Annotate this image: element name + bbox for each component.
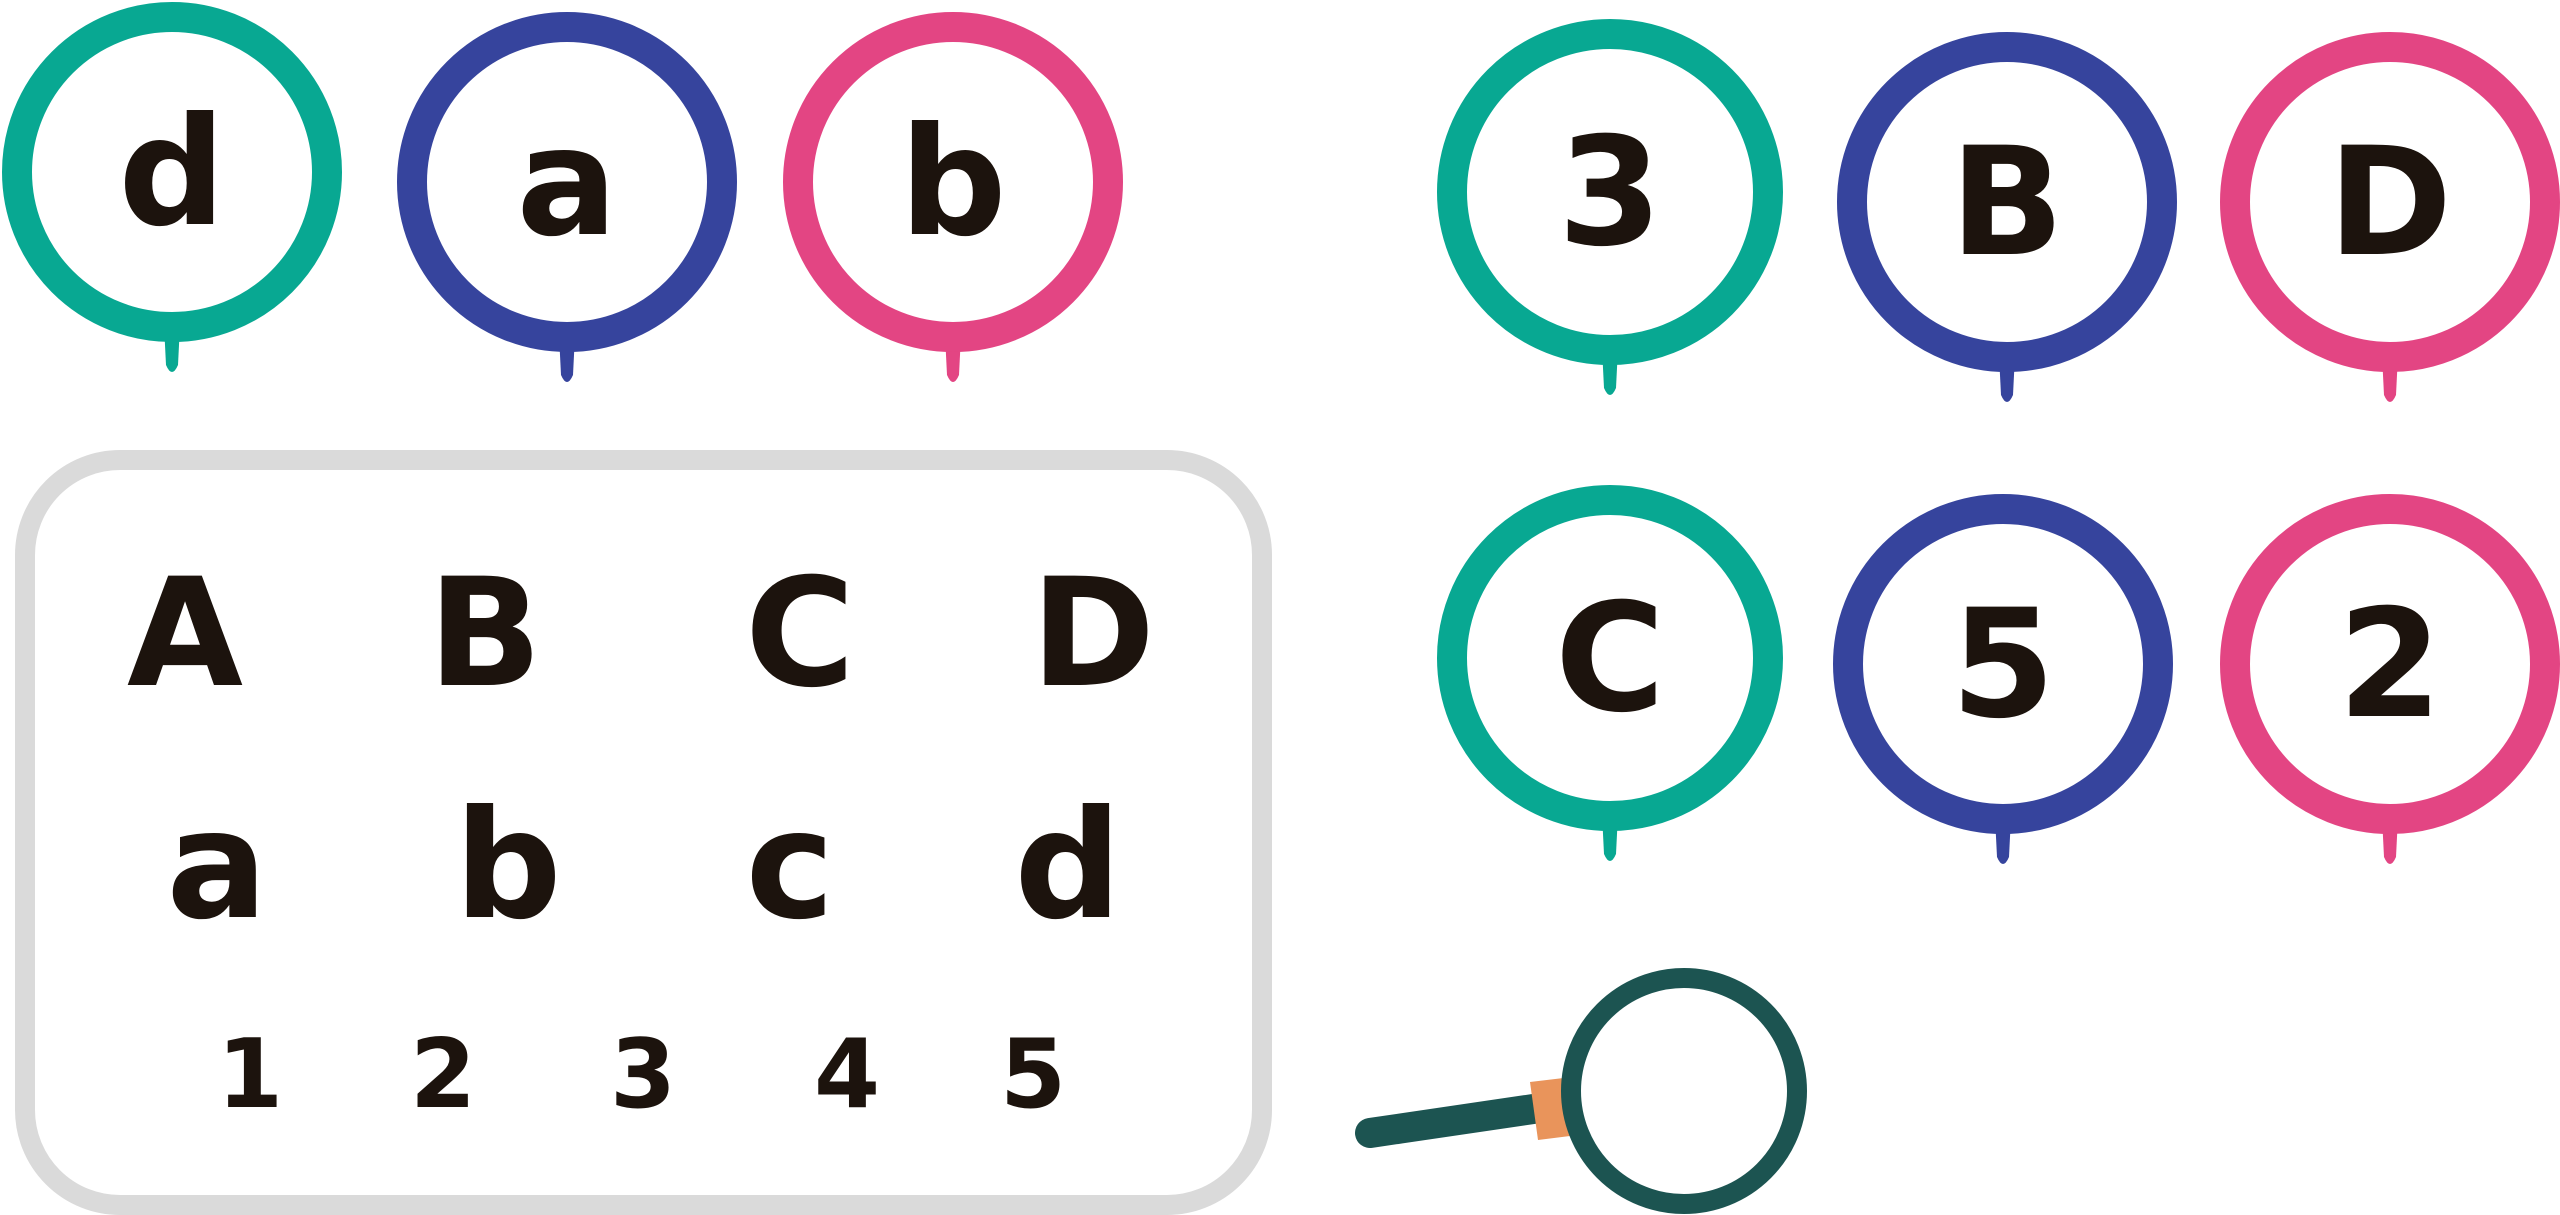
digit: 4 <box>814 1020 880 1130</box>
lens-card[interactable]: 3 <box>1437 19 1783 395</box>
lens-letter: a <box>516 96 617 270</box>
uppercase-letter: D <box>1031 547 1156 721</box>
lens-letter: C <box>1555 572 1665 746</box>
lens-card[interactable]: 2 <box>2220 494 2560 864</box>
lens-letter: 3 <box>1558 106 1662 280</box>
lens-letter: D <box>2328 116 2453 290</box>
magnifying-glass-icon <box>783 12 1123 382</box>
reference-sheet: A B C Da b c d 1 2 3 4 5 <box>127 547 1155 1130</box>
magnifying-glass-cards: d a b 3 B D C 5 2 <box>2 2 2560 864</box>
lens-card[interactable]: B <box>1837 32 2177 402</box>
magnifier-handle <box>1355 1093 1555 1148</box>
lowercase-letter: d <box>1014 779 1121 953</box>
magnifying-glass-icon <box>1437 19 1783 395</box>
reference-sheet-panel <box>15 450 1272 1215</box>
magnifying-glass-icon <box>2 2 342 372</box>
magnifier-lens <box>1561 968 1807 1214</box>
magnifying-glass-icon <box>1837 32 2177 402</box>
lens-card[interactable]: D <box>2220 32 2560 402</box>
lens-card[interactable]: d <box>2 2 342 372</box>
uppercase-letter: B <box>428 547 542 721</box>
magnifying-glass-icon <box>2220 494 2560 864</box>
digit: 3 <box>610 1020 676 1130</box>
digit: 2 <box>410 1020 476 1130</box>
reference-row-uppercase: A B C D <box>127 547 1155 721</box>
magnifying-glass-icon <box>1833 494 2173 864</box>
magnifying-glass-icon <box>2220 32 2560 402</box>
lowercase-letter: b <box>454 779 561 953</box>
reference-row-digits: 1 2 3 4 5 <box>217 1020 1066 1130</box>
uppercase-letter: C <box>745 547 855 721</box>
magnifier-icon[interactable] <box>1355 968 1807 1214</box>
lens-letter: b <box>899 96 1006 270</box>
lens-card[interactable]: a <box>397 12 737 382</box>
uppercase-letter: A <box>127 547 243 721</box>
lens-card[interactable]: C <box>1437 485 1783 861</box>
lens-card[interactable]: 5 <box>1833 494 2173 864</box>
magnifying-glass-icon <box>397 12 737 382</box>
reference-row-lowercase: a b c d <box>166 779 1121 953</box>
lowercase-letter: c <box>746 779 835 953</box>
lens-letter: 5 <box>1951 578 2055 752</box>
lens-letter: 2 <box>2338 578 2442 752</box>
digit: 1 <box>217 1020 283 1130</box>
lens-letter: d <box>118 86 225 260</box>
lens-card[interactable]: b <box>783 12 1123 382</box>
magnifying-glass-icon <box>1437 485 1783 861</box>
lens-letter: B <box>1950 116 2064 290</box>
lowercase-letter: a <box>166 779 267 953</box>
digit: 5 <box>1000 1020 1066 1130</box>
